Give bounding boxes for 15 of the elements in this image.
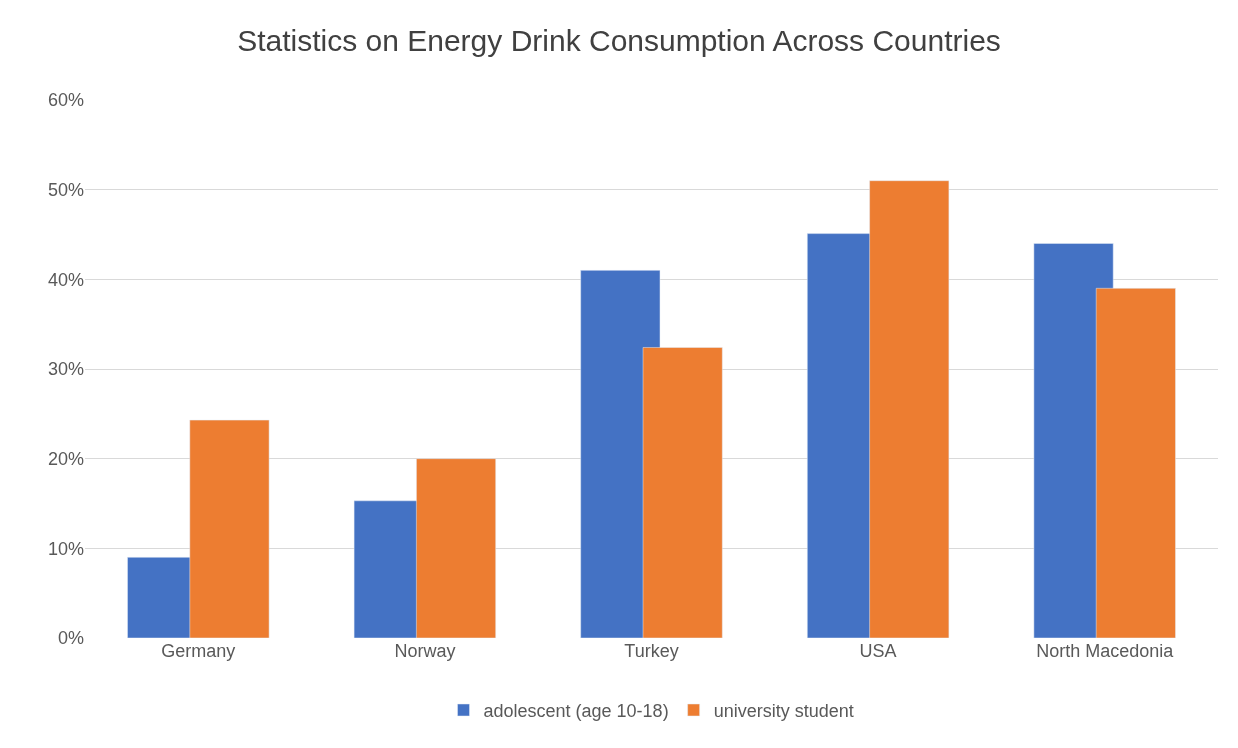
y-tick-label: 50% [47, 179, 84, 200]
legend-label: adolescent (age 10-18) [483, 701, 669, 722]
x-tick-label: USA [859, 641, 897, 661]
x-tick-label: North Macedonia [1036, 641, 1175, 661]
chart-title: Statistics on Energy Drink Consumption Across Countries [237, 23, 1001, 57]
x-tick-label: Turkey [624, 641, 679, 661]
legend-label: university student [713, 701, 854, 722]
y-tick-label: 30% [47, 359, 84, 380]
y-tick-label: 0% [57, 628, 84, 649]
x-tick-label: Norway [394, 641, 456, 661]
x-tick-label: Germany [161, 641, 236, 661]
y-tick-label: 20% [47, 448, 84, 469]
y-tick-label: 40% [47, 269, 84, 290]
y-tick-label: 60% [47, 90, 84, 111]
y-tick-label: 10% [47, 538, 84, 559]
